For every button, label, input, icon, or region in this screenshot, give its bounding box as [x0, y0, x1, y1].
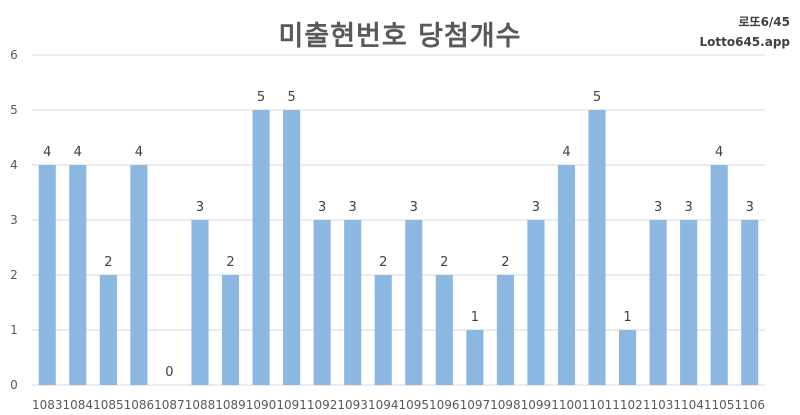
bar	[252, 110, 270, 385]
x-tick-label: 1091	[276, 398, 307, 412]
x-tick-label: 1083	[32, 398, 63, 412]
x-tick-label: 1088	[185, 398, 216, 412]
x-tick-label: 1105	[704, 398, 735, 412]
x-tick-label: 1090	[246, 398, 277, 412]
bar	[374, 275, 392, 385]
x-tick-label: 1093	[337, 398, 368, 412]
bar	[466, 330, 484, 385]
x-tick-label: 1104	[673, 398, 704, 412]
data-label: 1	[471, 310, 479, 325]
bar	[435, 275, 453, 385]
x-tick-label: 1101	[582, 398, 613, 412]
data-label: 4	[135, 145, 143, 160]
data-label: 4	[715, 145, 723, 160]
x-tick-label: 1094	[368, 398, 399, 412]
data-label: 3	[685, 200, 693, 215]
bar	[619, 330, 637, 385]
data-label: 1	[623, 310, 631, 325]
data-label: 5	[287, 90, 295, 105]
data-label: 3	[318, 200, 326, 215]
brand-block: 로또6/45 Lotto645.app	[700, 12, 791, 52]
data-label: 4	[74, 145, 82, 160]
y-tick-label: 5	[10, 103, 18, 117]
y-tick-label: 1	[10, 323, 18, 337]
y-tick-label: 3	[10, 213, 18, 227]
bar	[344, 220, 362, 385]
bar	[405, 220, 423, 385]
bar	[588, 110, 606, 385]
data-label: 4	[562, 145, 570, 160]
data-label: 0	[165, 365, 173, 380]
bar	[283, 110, 301, 385]
data-labels: 4 4 2 4 0 3 2 5 5 3 3 2 3 2 1 2 3 4 5 1 3 3 4 3	[43, 90, 754, 380]
chart-title: 미출현번호 당첨개수	[278, 21, 522, 52]
x-tick-label: 1087	[154, 398, 185, 412]
x-tick-label: 1085	[93, 398, 124, 412]
bar	[680, 220, 698, 385]
bar	[130, 165, 148, 385]
bar	[649, 220, 667, 385]
bar	[527, 220, 545, 385]
bar	[69, 165, 87, 385]
gridlines	[32, 54, 765, 386]
x-tick-label: 1098	[490, 398, 521, 412]
x-tick-label: 1102	[612, 398, 643, 412]
data-label: 2	[501, 255, 509, 270]
bar	[221, 275, 240, 385]
bar	[38, 165, 56, 385]
bar	[710, 165, 728, 385]
y-axis-ticks: 0 1 2 3 4 5 6	[10, 48, 18, 392]
y-tick-label: 4	[10, 158, 18, 172]
brand-lotto-label: 로또6/45	[738, 15, 790, 29]
y-tick-label: 0	[10, 378, 18, 392]
x-tick-label: 1097	[460, 398, 491, 412]
bar	[557, 165, 576, 385]
x-tick-label: 1089	[215, 398, 246, 412]
bar	[741, 220, 759, 385]
x-tick-label: 1096	[429, 398, 460, 412]
data-label: 5	[257, 90, 265, 105]
data-label: 4	[43, 145, 51, 160]
data-label: 3	[410, 200, 418, 215]
data-label: 3	[532, 200, 540, 215]
data-label: 2	[104, 255, 112, 270]
data-label: 3	[746, 200, 754, 215]
data-label: 3	[196, 200, 204, 215]
y-tick-label: 2	[10, 268, 18, 282]
brand-site-label: Lotto645.app	[699, 35, 791, 49]
x-tick-label: 1084	[63, 398, 94, 412]
x-tick-label: 1086	[124, 398, 155, 412]
bar	[191, 220, 209, 385]
x-tick-label: 1095	[398, 398, 429, 412]
x-tick-label: 1092	[307, 398, 338, 412]
bar	[496, 275, 514, 385]
data-label: 3	[349, 200, 357, 215]
x-tick-label: 1100	[551, 398, 582, 412]
x-axis-ticks: 1083 1084 1085 1086 1087 1088 1089 1090 1091 1092…	[32, 398, 765, 412]
x-tick-label: 1099	[521, 398, 552, 412]
bar	[313, 220, 331, 385]
x-tick-label: 1106	[734, 398, 765, 412]
y-tick-label: 6	[10, 48, 18, 62]
data-label: 3	[654, 200, 662, 215]
data-label: 2	[379, 255, 387, 270]
bars	[38, 110, 759, 385]
data-label: 2	[226, 255, 234, 270]
data-label: 5	[593, 90, 601, 105]
bar	[99, 275, 117, 385]
x-tick-label: 1103	[643, 398, 674, 412]
data-label: 2	[440, 255, 448, 270]
